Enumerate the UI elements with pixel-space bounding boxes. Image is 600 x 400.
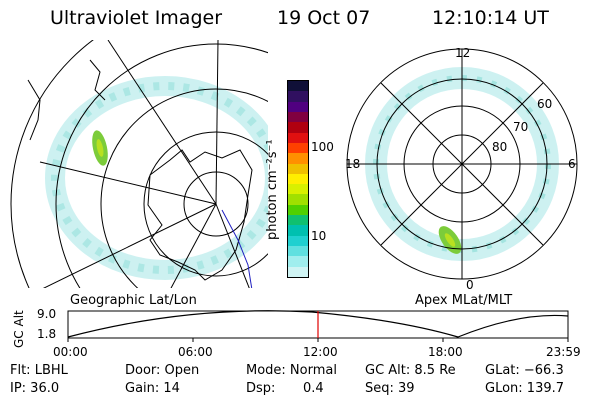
colorbar-band-4 — [288, 122, 308, 133]
mlt-label-12: 12 — [455, 46, 471, 60]
colorbar — [287, 80, 309, 278]
colorbar-band-7 — [288, 153, 308, 164]
instrument-title: Ultraviolet Imager — [50, 7, 223, 29]
status-door: Door: Open — [125, 363, 200, 378]
mlt-label-18: 18 — [345, 157, 361, 171]
status-dsp-label: Dsp: — [246, 381, 276, 396]
colorbar-band-16 — [288, 246, 308, 257]
status-gain: Gain: 14 — [125, 381, 180, 396]
colorbar-band-3 — [288, 111, 308, 123]
date-label: 19 Oct 07 — [277, 7, 371, 29]
altitude-xtick-3: 18:00 — [428, 345, 463, 359]
altitude-xtick-2: 12:00 — [303, 345, 338, 359]
status-glat: GLat: −66.3 — [485, 363, 564, 378]
altitude-xtick-1: 06:00 — [178, 345, 213, 359]
polar-caption: Apex MLat/MLT — [415, 293, 513, 308]
time-label: 12:10:14 UT — [432, 7, 549, 29]
status-mode: Mode: Normal — [246, 363, 337, 378]
status-ip: IP: 36.0 — [10, 381, 60, 396]
status-dsp-value: 0.4 — [303, 381, 324, 396]
colorbar-band-8 — [288, 163, 308, 174]
colorbar-band-17 — [288, 256, 308, 267]
colorbar-band-0 — [288, 81, 308, 92]
altitude-xtick-4: 23:59 — [546, 345, 581, 359]
altitude-ytick-bottom: 1.8 — [37, 327, 57, 341]
altitude-ylabel: GC Alt — [12, 310, 26, 348]
polar-plot — [346, 48, 578, 280]
colorbar-unit-label: photon cm⁻²s⁻¹ — [265, 139, 280, 240]
colorbar-band-9 — [288, 173, 308, 185]
mlat-label-60: 60 — [537, 97, 553, 111]
altitude-xtick-0: 00:00 — [53, 345, 88, 359]
colorbar-band-5 — [288, 132, 308, 143]
colorbar-band-14 — [288, 225, 308, 236]
mlat-label-80: 80 — [492, 140, 508, 154]
status-glon: GLon: 139.7 — [485, 381, 565, 396]
status-seq: Seq: 39 — [365, 381, 415, 396]
colorbar-band-10 — [288, 184, 308, 195]
status-gc-alt: GC Alt: 8.5 Re — [365, 363, 456, 378]
geo-map-graphics — [10, 40, 268, 288]
colorbar-tick-100: 100 — [311, 140, 334, 154]
colorbar-band-15 — [288, 235, 308, 246]
colorbar-band-11 — [288, 194, 308, 205]
colorbar-band-18 — [288, 266, 308, 277]
mlat-label-70: 70 — [513, 120, 529, 134]
geo-caption: Geographic Lat/Lon — [70, 293, 197, 308]
status-filter: Flt: LBHL — [10, 363, 68, 378]
altitude-ytick-top: 9.0 — [37, 307, 57, 321]
altitude-plot — [67, 310, 569, 342]
colorbar-band-12 — [288, 204, 308, 216]
colorbar-band-1 — [288, 91, 308, 102]
colorbar-band-2 — [288, 101, 308, 112]
mlt-label-0: 0 — [466, 278, 474, 292]
colorbar-band-13 — [288, 215, 308, 226]
colorbar-band-6 — [288, 142, 308, 154]
colorbar-tick-10: 10 — [311, 229, 327, 243]
mlt-label-6: 6 — [568, 157, 576, 171]
